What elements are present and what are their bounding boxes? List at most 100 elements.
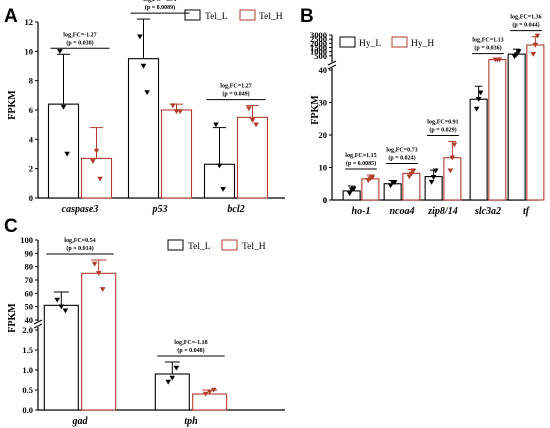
data-point (206, 389, 213, 395)
data-point (91, 261, 98, 267)
data-point (97, 176, 103, 182)
x-tick-label: tph (184, 416, 198, 427)
y-tick-label: 80 (25, 262, 34, 272)
axis-break-mark (327, 64, 337, 70)
legend-label: Tel_H (259, 12, 283, 22)
data-point (449, 155, 456, 161)
p-value-label: (p = 0.049) (222, 91, 249, 98)
bar (361, 178, 380, 201)
legend-swatch-low (184, 9, 201, 21)
p-value-label: (p = 0.029) (429, 127, 456, 134)
panel-b-legend: Hy_L Hy_H (339, 36, 434, 49)
data-point (173, 365, 180, 371)
y-tick-label: 3000 (310, 30, 327, 40)
data-point (57, 49, 63, 54)
data-point (137, 34, 143, 40)
panel-c-ylabel: FPKM (7, 303, 18, 333)
data-point (428, 179, 435, 185)
data-point (369, 175, 376, 181)
y-tick-label: 2 (29, 164, 33, 174)
p-value-label: (p = 0.036) (474, 45, 501, 52)
y-tick-label: 2.0 (22, 325, 33, 335)
y-tick-label: 40 (25, 315, 34, 325)
x-tick-label: zip8/14 (427, 206, 457, 217)
data-point (432, 168, 439, 174)
panel-label-b: B (300, 6, 314, 27)
data-point (249, 118, 256, 123)
bar (443, 157, 462, 201)
panel-label-a: A (4, 6, 18, 27)
data-point (64, 151, 70, 157)
data-point (475, 97, 482, 102)
x-tick-label: caspase3 (62, 204, 99, 215)
bar (526, 44, 545, 201)
y-tick-label: 40 (319, 65, 328, 75)
data-point (350, 186, 357, 192)
data-point (530, 51, 537, 57)
data-point (515, 49, 522, 55)
y-tick-label: 50 (25, 302, 34, 312)
bar (469, 98, 488, 201)
axis-break-mark (33, 319, 43, 325)
legend-label: Tel_H (242, 242, 266, 252)
data-point (210, 387, 217, 393)
data-point (496, 57, 503, 63)
data-point (93, 148, 100, 154)
legend-label: Tel_L (205, 12, 228, 22)
panel-c-legend: Tel_L Tel_H (167, 239, 266, 252)
data-point (173, 109, 180, 115)
legend-label: Hy_L (359, 39, 381, 49)
bar (383, 183, 402, 201)
panel-c-plot: 0.0 0.5 1.0 1.5 2.040 50 60 70 80 90 100 gad log₂FC=… (20, 235, 285, 427)
y-tick-label: 2000 (310, 38, 327, 48)
log2fc-label: log₂FC=0.91 (427, 120, 458, 126)
x-tick-label: tf (523, 206, 531, 217)
bar (47, 103, 80, 199)
log2fc-label: log₂FC=0.54 (64, 238, 95, 244)
y-tick-label: 90 (25, 248, 34, 258)
bar (127, 58, 160, 199)
data-point (534, 33, 541, 39)
data-point (430, 175, 437, 180)
bar (81, 272, 117, 411)
data-point (391, 180, 398, 186)
data-point (140, 63, 147, 69)
bar (203, 163, 236, 199)
data-point (62, 308, 69, 314)
legend-swatch-high (239, 9, 256, 21)
data-point (387, 183, 394, 189)
data-point (532, 42, 539, 48)
log2fc-label: log₂FC=-1.27 (63, 32, 96, 38)
bar (507, 53, 526, 201)
p-value-label: (p = 0.044) (512, 22, 539, 29)
data-point (99, 287, 106, 292)
panel-label-c: C (4, 216, 18, 237)
legend-swatch-low (167, 239, 184, 251)
y-tick-label: 1.0 (22, 365, 33, 375)
legend-label: Hy_H (411, 39, 434, 49)
legend-swatch-high (391, 36, 408, 48)
data-point (169, 375, 176, 381)
log2fc-label: log₂FC=1.27 (220, 84, 251, 90)
p-value-label: (p = 0.014) (66, 245, 93, 252)
x-tick-label: gad (72, 416, 89, 427)
y-tick-label: 12 (25, 17, 34, 27)
log2fc-label: log₂FC=-0.71 (143, 0, 176, 3)
y-tick-label: 0.5 (22, 385, 33, 395)
y-tick-label: 10 (25, 46, 34, 56)
data-point (410, 168, 417, 174)
y-tick-label: 20 (319, 130, 328, 140)
panel-b-plot: 010203040050010001500200025003000ho-1log… (310, 15, 545, 217)
p-value-label: (p = 0.048) (177, 347, 204, 354)
y-tick-label: 0 (323, 195, 327, 205)
data-point (406, 174, 413, 180)
p-value-label: (p = 0.0085) (346, 160, 376, 167)
y-tick-label: 1000 (310, 47, 327, 57)
legend-label: Tel_L (188, 242, 211, 252)
panel-a-legend: Tel_L Tel_H (184, 9, 283, 22)
data-point (170, 103, 176, 109)
panel-a-plot: 0 2 4 6 8 10 12 caspase3 log₂FC=-1.27(p = 0.030)… (25, 0, 285, 215)
bar (192, 393, 228, 411)
axis-break-mark (33, 323, 43, 329)
y-tick-label: 2500 (310, 34, 327, 44)
